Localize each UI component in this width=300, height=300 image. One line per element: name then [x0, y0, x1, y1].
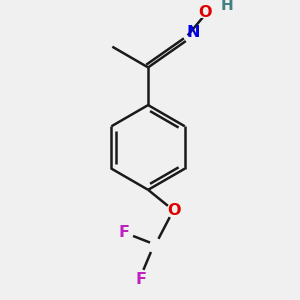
Text: F: F: [118, 225, 129, 240]
Text: N: N: [187, 25, 200, 40]
Text: H: H: [221, 0, 234, 13]
Text: O: O: [198, 5, 211, 20]
Text: F: F: [135, 272, 146, 287]
Text: O: O: [168, 203, 181, 218]
